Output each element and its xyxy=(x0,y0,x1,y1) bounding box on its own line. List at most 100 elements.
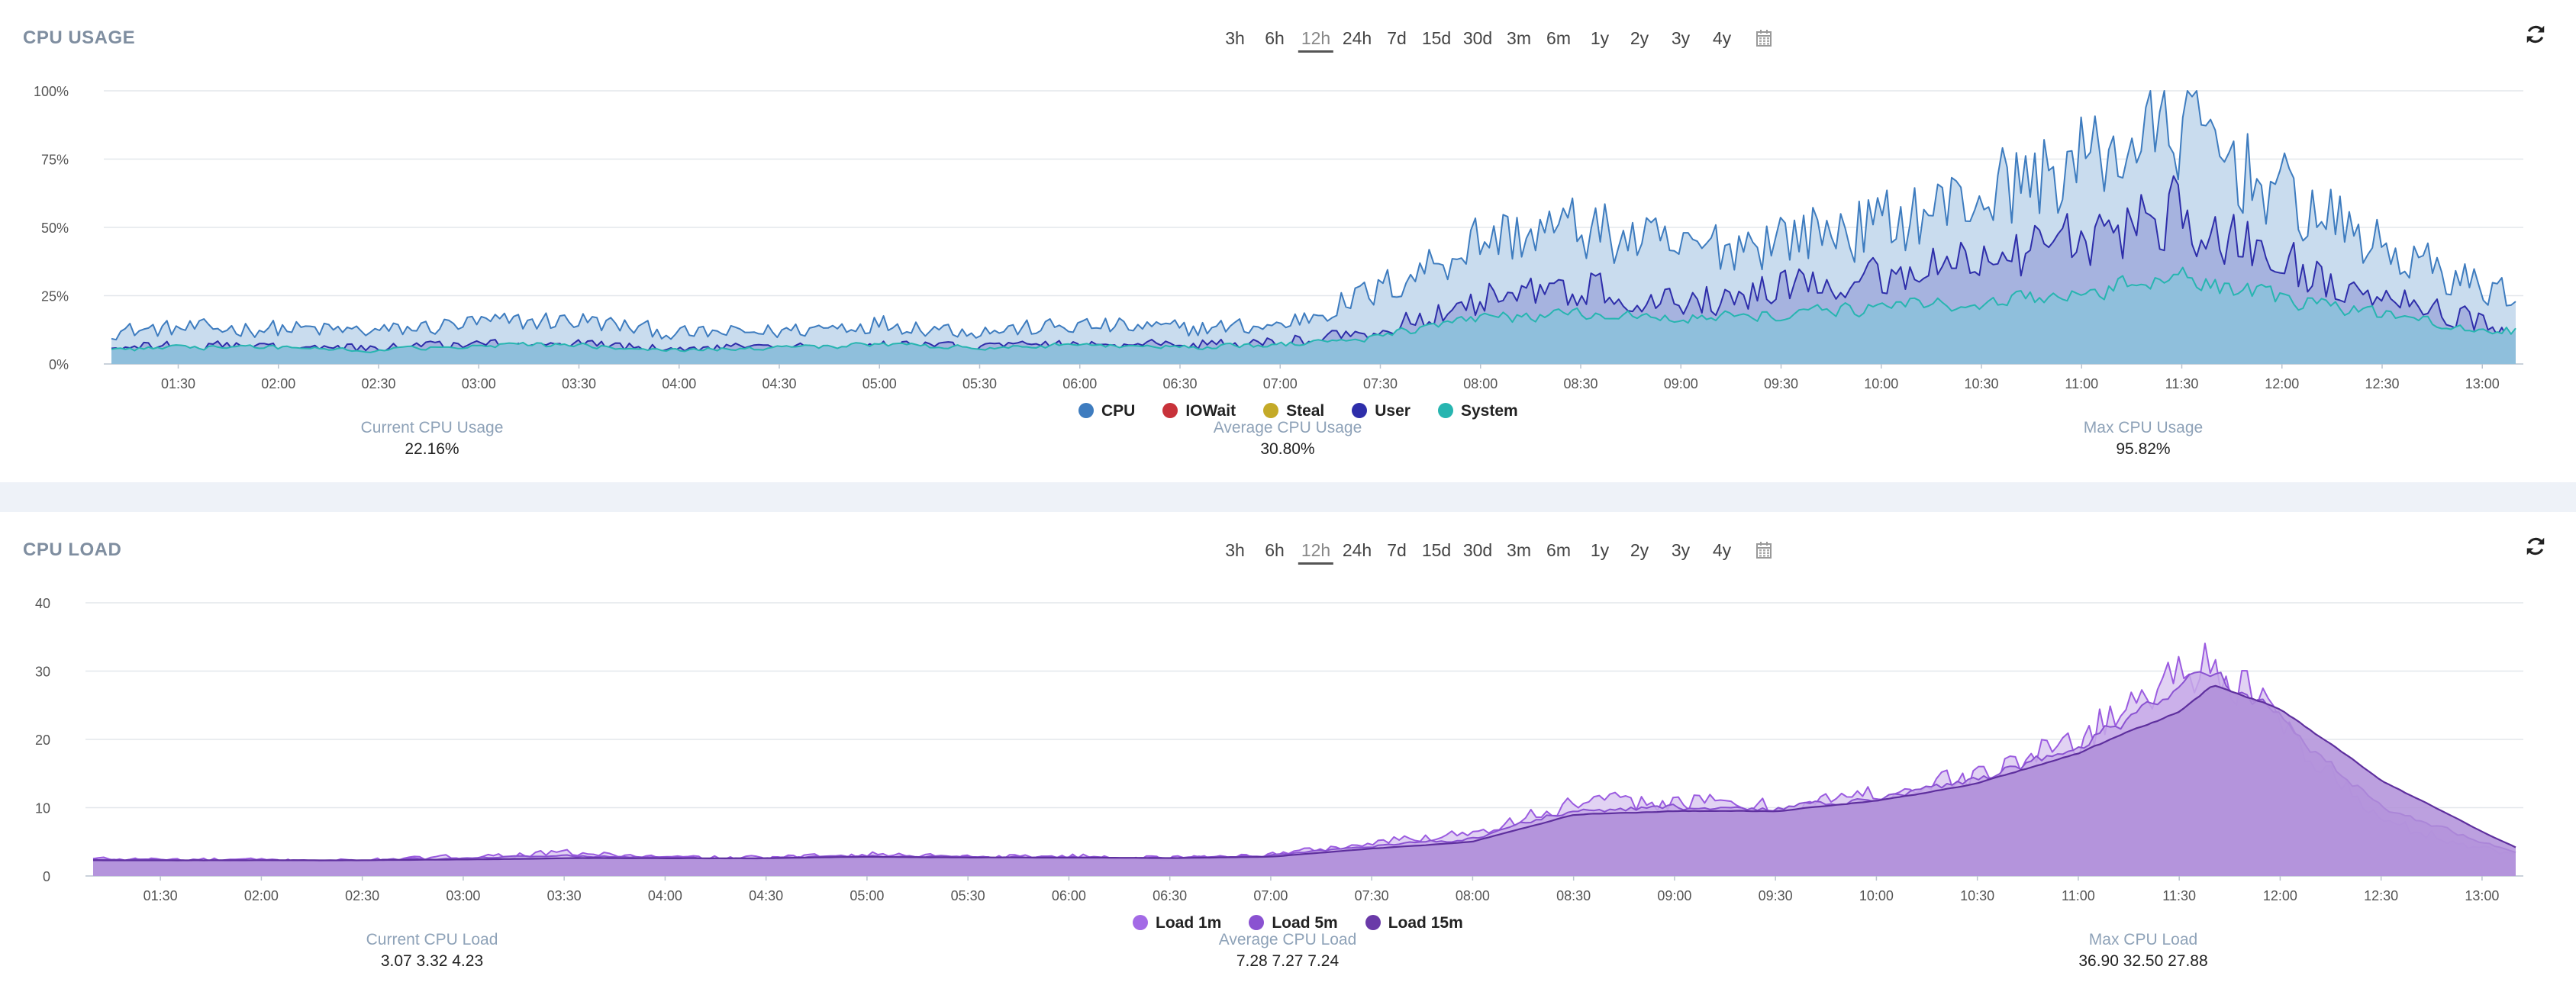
x-tick-label: 02:30 xyxy=(361,376,395,391)
stat-label: Max CPU Usage xyxy=(2083,419,2204,436)
range-button-6m[interactable]: 6m xyxy=(1546,28,1571,48)
cpu-load-title: CPU LOAD xyxy=(23,539,122,560)
x-tick-label: 11:30 xyxy=(2165,376,2199,391)
legend-swatch xyxy=(1162,403,1178,418)
range-button-30d[interactable]: 30d xyxy=(1462,28,1493,48)
x-tick-label: 02:30 xyxy=(345,888,379,903)
x-tick-label: 05:00 xyxy=(862,376,897,391)
range-button-24h[interactable]: 24h xyxy=(1342,540,1372,560)
series-line-load-1m xyxy=(92,642,2516,864)
x-tick-label: 07:00 xyxy=(1263,376,1298,391)
legend-item-iowait[interactable]: IOWait xyxy=(1162,402,1236,420)
stat-label: Average CPU Usage xyxy=(1213,419,1362,436)
cpu-load-chart: 40 30 20 10 0 01:30 02:00 02:30 03:00 03:30 04:00 0… xyxy=(35,596,2523,903)
max-cpu-usage: Max CPU Usage 95.82% xyxy=(2084,419,2203,459)
x-tick-label: 09:30 xyxy=(1764,376,1798,391)
x-tick-label: 05:30 xyxy=(951,888,985,903)
range-button-15d[interactable]: 15d xyxy=(1421,28,1452,48)
legend-swatch xyxy=(1352,403,1368,418)
stat-label: Current CPU Load xyxy=(366,931,498,948)
range-button-3h[interactable]: 3h xyxy=(1225,28,1245,48)
legend-label: User xyxy=(1375,402,1411,420)
x-tick-label: 10:00 xyxy=(1859,888,1894,903)
series-line-load-5m xyxy=(92,671,2516,862)
x-tick-label: 10:30 xyxy=(1960,888,1994,903)
x-tick-label: 12:30 xyxy=(2364,888,2398,903)
legend-swatch xyxy=(1249,915,1265,930)
legend-swatch xyxy=(1365,915,1381,930)
range-button-6h[interactable]: 6h xyxy=(1265,28,1285,48)
legend-item-load-5m[interactable]: Load 5m xyxy=(1249,914,1338,932)
legend-item-load-1m[interactable]: Load 1m xyxy=(1133,914,1221,932)
refresh-icon[interactable] xyxy=(2524,535,2547,558)
x-tick-label: 07:30 xyxy=(1355,888,1389,903)
range-button-2y[interactable]: 2y xyxy=(1630,540,1649,560)
range-button-3h[interactable]: 3h xyxy=(1225,540,1245,560)
y-tick-label: 75% xyxy=(41,153,69,168)
x-tick-label: 13:00 xyxy=(2465,888,2499,903)
range-button-15d[interactable]: 15d xyxy=(1421,540,1452,560)
legend-label: Load 1m xyxy=(1156,914,1222,932)
legend-item-steal[interactable]: Steal xyxy=(1263,402,1324,420)
x-tick-label: 04:00 xyxy=(662,376,696,391)
range-button-12h[interactable]: 12h xyxy=(1298,26,1334,53)
range-button-24h[interactable]: 24h xyxy=(1342,28,1372,48)
y-tick-label: 30 xyxy=(35,665,50,680)
cpu-load-legend: Load 1m Load 5m Load 15m xyxy=(1133,914,1491,932)
refresh-icon[interactable] xyxy=(2524,23,2547,46)
legend-item-user[interactable]: User xyxy=(1352,402,1411,420)
x-tick-label: 09:00 xyxy=(1664,376,1698,391)
range-button-6m[interactable]: 6m xyxy=(1546,540,1571,560)
series-line-cpu xyxy=(111,90,2516,341)
range-button-1y[interactable]: 1y xyxy=(1590,540,1610,560)
x-tick-label: 09:30 xyxy=(1759,888,1793,903)
y-tick-label: 10 xyxy=(35,801,50,816)
current-cpu-load: Current CPU Load 3.07 3.32 4.23 xyxy=(366,931,498,971)
range-button-7d[interactable]: 7d xyxy=(1387,540,1407,560)
stat-value: 36.90 32.50 27.88 xyxy=(2078,952,2208,970)
legend-item-cpu[interactable]: CPU xyxy=(1078,402,1135,420)
legend-label: Load 15m xyxy=(1388,914,1463,932)
range-button-12h[interactable]: 12h xyxy=(1298,538,1334,565)
x-tick-label: 10:30 xyxy=(1964,376,1998,391)
cpu-usage-panel: CPU USAGE 3h 6h 12h 24h 7d 15d 30d 3m 6m 1y 2y 3y 4y… xyxy=(0,0,2576,482)
range-button-3m[interactable]: 3m xyxy=(1507,28,1531,48)
calendar-icon[interactable] xyxy=(1755,541,1772,559)
range-button-2y[interactable]: 2y xyxy=(1630,28,1649,48)
cpu-load-panel: CPU LOAD 3h 6h 12h 24h 7d 15d 30d 3m 6m 1y 2y 3y 4y … xyxy=(0,512,2576,995)
range-button-4y[interactable]: 4y xyxy=(1712,540,1732,560)
range-button-6h[interactable]: 6h xyxy=(1265,540,1285,560)
max-cpu-load: Max CPU Load 36.90 32.50 27.88 xyxy=(2078,931,2207,971)
range-button-3m[interactable]: 3m xyxy=(1507,540,1531,560)
x-tick-label: 03:30 xyxy=(547,888,582,903)
range-button-3y[interactable]: 3y xyxy=(1671,28,1691,48)
legend-swatch xyxy=(1078,403,1094,418)
legend-label: Load 5m xyxy=(1272,914,1338,932)
x-tick-label: 04:30 xyxy=(762,376,796,391)
y-tick-label: 20 xyxy=(35,733,50,748)
stat-value: 30.80% xyxy=(1260,440,1315,458)
x-tick-label: 11:30 xyxy=(2162,888,2196,903)
calendar-icon[interactable] xyxy=(1755,29,1772,47)
x-tick-label: 06:00 xyxy=(1052,888,1086,903)
y-tick-label: 25% xyxy=(41,289,69,304)
legend-label: CPU xyxy=(1101,402,1136,420)
stat-label: Average CPU Load xyxy=(1218,931,1357,948)
series-area-load-15m xyxy=(93,685,2516,876)
x-tick-label: 05:00 xyxy=(850,888,884,903)
legend-item-system[interactable]: System xyxy=(1437,402,1518,420)
range-button-4y[interactable]: 4y xyxy=(1712,28,1732,48)
legend-label: System xyxy=(1460,402,1518,420)
legend-item-load-15m[interactable]: Load 15m xyxy=(1365,914,1463,932)
cpu-usage-legend: CPU IOWait Steal User System xyxy=(1078,402,1546,420)
range-button-1y[interactable]: 1y xyxy=(1590,28,1610,48)
range-button-7d[interactable]: 7d xyxy=(1387,28,1407,48)
stat-label: Max CPU Load xyxy=(2088,931,2198,948)
x-tick-label: 08:30 xyxy=(1563,376,1598,391)
range-button-3y[interactable]: 3y xyxy=(1671,540,1691,560)
x-tick-label: 02:00 xyxy=(261,376,295,391)
cpu-usage-title: CPU USAGE xyxy=(23,27,136,48)
range-button-30d[interactable]: 30d xyxy=(1462,540,1493,560)
stat-value: 3.07 3.32 4.23 xyxy=(380,952,484,970)
y-tick-label: 40 xyxy=(35,596,50,611)
